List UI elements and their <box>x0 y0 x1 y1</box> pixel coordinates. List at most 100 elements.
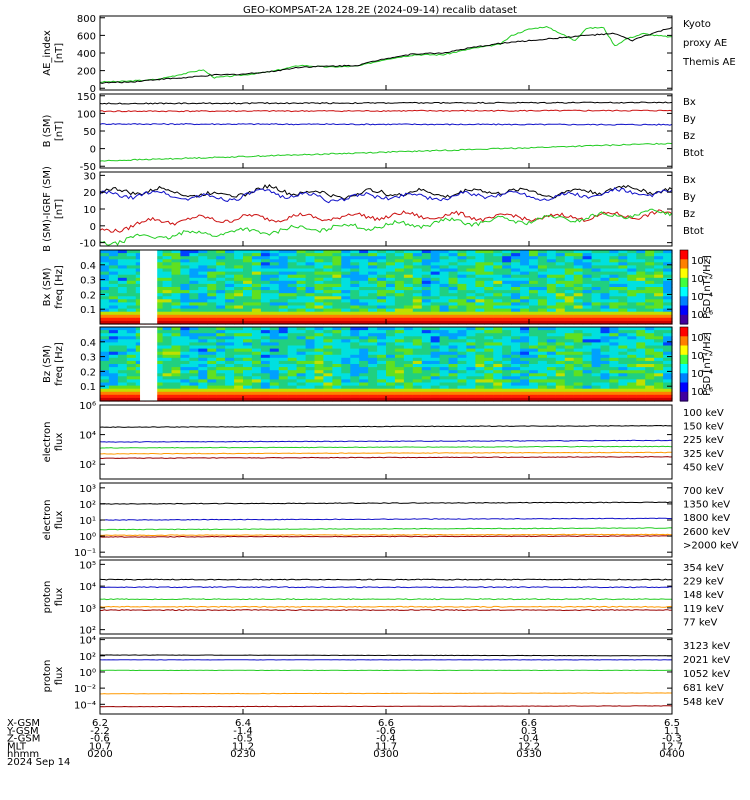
spectrogram-cell <box>636 311 646 316</box>
spectrogram-cell <box>421 290 432 294</box>
spectrogram-cell <box>260 382 271 387</box>
spectrogram-cell <box>126 317 137 322</box>
spectrogram-cell <box>260 391 271 396</box>
spectrogram-cell <box>609 345 619 350</box>
spectrogram-cell <box>260 299 271 303</box>
spectrogram-cell <box>368 373 378 377</box>
spectrogram-cell <box>645 354 655 359</box>
spectrogram-cell <box>511 360 521 365</box>
spectrogram-cell <box>448 311 459 316</box>
spectrogram-cell <box>636 360 646 365</box>
spectrogram-cell <box>502 330 512 334</box>
spectrogram-cell <box>421 370 432 374</box>
spectrogram-cell <box>627 345 637 350</box>
spectrogram-cell <box>278 256 289 260</box>
spectrogram-cell <box>350 274 360 279</box>
spectrogram-cell <box>171 330 181 334</box>
spectrogram-cell <box>439 373 450 377</box>
spectrogram-cell <box>582 391 593 396</box>
spectrogram-cell <box>618 259 628 263</box>
spectrogram-cell <box>475 293 485 297</box>
spectrogram-cell <box>117 330 128 334</box>
spectrogram-cell <box>368 339 378 343</box>
spectrogram-cell <box>645 253 655 257</box>
spectrogram-cell <box>618 342 628 347</box>
spectrogram-cell <box>600 308 610 313</box>
spectrogram-cell <box>600 293 610 297</box>
spectrogram-cell <box>439 253 450 257</box>
series-line-by <box>99 208 673 246</box>
spectrogram-cell <box>305 314 316 319</box>
spectrogram-cell <box>502 388 512 393</box>
spectrogram-cell <box>234 271 244 276</box>
spectrogram-cell <box>466 348 476 353</box>
spectrogram-cell <box>225 376 235 380</box>
spectrogram-cell <box>305 268 316 273</box>
spectrogram-cell <box>234 268 244 273</box>
spectrogram-cell <box>350 370 360 374</box>
spectrogram-cell <box>100 256 110 260</box>
spectrogram-cell <box>448 370 459 374</box>
spectrogram-cell <box>251 364 262 368</box>
spectrogram-cell <box>278 265 289 270</box>
spectrogram-cell <box>555 283 566 288</box>
spectrogram-cell <box>153 265 164 270</box>
spectrogram-cell <box>368 283 378 288</box>
spectrogram-cell <box>323 333 333 337</box>
spectrogram-cell <box>171 373 181 377</box>
spectrogram-cell <box>171 320 181 325</box>
spectrogram-cell <box>484 351 494 356</box>
spectrogram-cell <box>394 293 405 297</box>
spectrogram-cell <box>636 327 646 331</box>
spectrogram-cell <box>153 376 164 380</box>
spectrogram-cell <box>269 394 280 399</box>
spectrogram-cell <box>600 342 610 347</box>
spectrogram-cell <box>537 382 548 387</box>
spectrogram-cell <box>555 336 566 340</box>
spectrogram-cell <box>108 320 119 325</box>
spectrogram-cell <box>350 385 360 390</box>
spectrogram-cell <box>466 364 476 368</box>
spectrogram-cell <box>243 317 253 322</box>
spectrogram-cell <box>511 305 521 310</box>
spectrogram-cell <box>484 367 494 371</box>
spectrogram-cell <box>627 397 637 402</box>
spectrogram-cell <box>332 311 342 316</box>
spectrogram-cell <box>546 290 557 294</box>
spectrogram-cell <box>108 351 119 356</box>
spectrogram-cell <box>225 351 235 356</box>
spectrogram-cell <box>225 308 235 313</box>
spectrogram-cell <box>100 330 110 334</box>
time-axis-value: 11.7 <box>375 741 397 752</box>
spectrogram-cell <box>171 339 181 343</box>
spectrogram-cell <box>573 345 584 350</box>
spectrogram-cell <box>171 265 181 270</box>
spectrogram-cell <box>377 342 387 347</box>
spectrogram-cell <box>484 296 494 300</box>
spectrogram-cell <box>546 280 557 285</box>
spectrogram-cell <box>448 373 459 377</box>
spectrogram-cell <box>403 287 414 291</box>
spectrogram-cell <box>529 271 539 276</box>
spectrogram-cell <box>260 280 271 285</box>
spectrogram-cell <box>359 314 369 319</box>
spectrogram-cell <box>430 305 441 310</box>
spectrogram-cell <box>234 373 244 377</box>
spectrogram-cell <box>537 302 548 307</box>
spectrogram-cell <box>287 262 298 266</box>
spectrogram-cell <box>555 357 566 362</box>
spectrogram-cell <box>207 250 217 254</box>
spectrogram-cell <box>243 348 253 353</box>
colorbar-band <box>680 336 688 347</box>
spectrogram-cell <box>555 277 566 282</box>
spectrogram-cell <box>403 373 414 377</box>
spectrogram-cell <box>502 290 512 294</box>
spectrogram-cell <box>609 302 619 307</box>
spectrogram-cell <box>180 296 190 300</box>
spectrogram-cell <box>511 302 521 307</box>
spectrogram-cell <box>403 385 414 390</box>
spectrogram-cell <box>421 250 432 254</box>
spectrogram-cell <box>269 342 280 347</box>
spectrogram-cell <box>600 364 610 368</box>
spectrogram-cell <box>350 373 360 377</box>
